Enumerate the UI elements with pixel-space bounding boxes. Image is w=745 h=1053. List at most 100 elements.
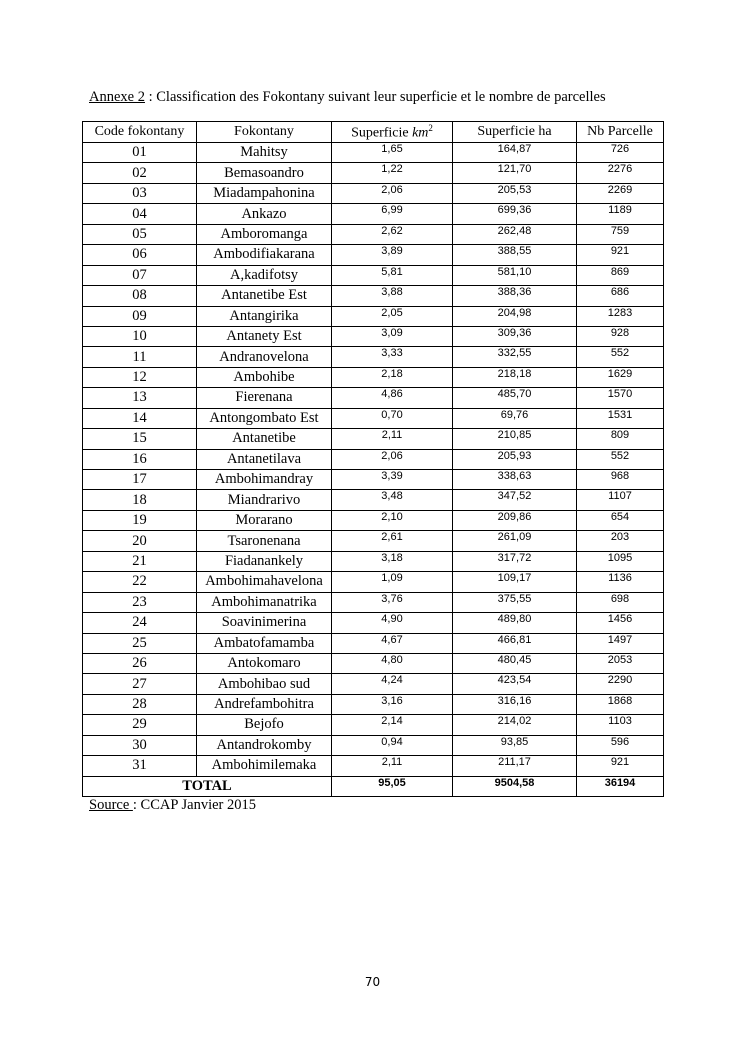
cell-name: Antokomaro bbox=[196, 652, 332, 675]
cell-ha: 205,93 bbox=[452, 448, 577, 471]
cell-code: 10 bbox=[82, 325, 197, 348]
header-code: Code fokontany bbox=[82, 121, 197, 143]
cell-ha: 466,81 bbox=[452, 632, 577, 654]
cell-ha: 309,36 bbox=[452, 325, 577, 348]
cell-parcels: 921 bbox=[576, 244, 664, 266]
table-row: 28 Andrefambohitra 3,16 316,16 1868 bbox=[82, 693, 664, 716]
cell-parcels: 552 bbox=[576, 346, 664, 368]
table-row: 24 Soavinimerina 4,90 489,80 1456 bbox=[82, 612, 664, 634]
cell-km: 3,39 bbox=[331, 468, 453, 491]
cell-ha: 338,63 bbox=[452, 468, 577, 491]
table-row: 31 Ambohimilemaka 2,11 211,17 921 bbox=[82, 755, 664, 777]
cell-ha: 214,02 bbox=[452, 714, 577, 736]
cell-parcels: 1497 bbox=[576, 632, 664, 654]
cell-code: 11 bbox=[82, 346, 197, 368]
cell-ha: 485,70 bbox=[452, 387, 577, 409]
table-row: 14 Antongombato Est 0,70 69,76 1531 bbox=[82, 407, 664, 430]
cell-km: 1,09 bbox=[331, 571, 453, 593]
table-row: 11 Andranovelona 3,33 332,55 552 bbox=[82, 346, 664, 368]
cell-parcels: 921 bbox=[576, 755, 664, 777]
cell-km: 2,61 bbox=[331, 530, 453, 552]
cell-ha: 218,18 bbox=[452, 366, 577, 389]
cell-ha: 204,98 bbox=[452, 305, 577, 327]
cell-name: Ambohimandray bbox=[196, 468, 332, 491]
cell-code: 07 bbox=[82, 264, 197, 287]
source-text: : CCAP Janvier 2015 bbox=[132, 797, 257, 813]
cell-parcels: 1629 bbox=[576, 366, 664, 389]
cell-km: 4,80 bbox=[331, 652, 453, 675]
cell-ha: 316,16 bbox=[452, 693, 577, 716]
cell-name: Antanetilava bbox=[196, 448, 332, 471]
cell-name: Andranovelona bbox=[196, 346, 332, 368]
cell-parcels: 759 bbox=[576, 223, 664, 246]
cell-parcels: 2276 bbox=[576, 162, 664, 184]
cell-name: Ambohibao sud bbox=[196, 673, 332, 695]
table-row: 15 Antanetibe 2,11 210,85 809 bbox=[82, 428, 664, 450]
table-row: 04 Ankazo 6,99 699,36 1189 bbox=[82, 203, 664, 225]
cell-parcels: 1868 bbox=[576, 693, 664, 716]
fokontany-table: Code fokontany Fokontany Superficie km2 … bbox=[82, 121, 664, 798]
cell-name: Antanetibe bbox=[196, 428, 332, 450]
table-row: 12 Ambohibe 2,18 218,18 1629 bbox=[82, 366, 664, 389]
cell-ha: 121,70 bbox=[452, 162, 577, 184]
cell-km: 2,11 bbox=[331, 428, 453, 450]
header-name: Fokontany bbox=[196, 121, 332, 143]
cell-ha: 109,17 bbox=[452, 571, 577, 593]
cell-ha: 211,17 bbox=[452, 755, 577, 777]
cell-name: Ankazo bbox=[196, 203, 332, 225]
cell-name: Miandrarivo bbox=[196, 489, 332, 511]
table-row: 22 Ambohimahavelona 1,09 109,17 1136 bbox=[82, 571, 664, 593]
cell-km: 3,16 bbox=[331, 693, 453, 716]
cell-km: 3,33 bbox=[331, 346, 453, 368]
cell-parcels: 596 bbox=[576, 734, 664, 757]
cell-parcels: 1136 bbox=[576, 571, 664, 593]
cell-parcels: 203 bbox=[576, 530, 664, 552]
cell-name: Antangirika bbox=[196, 305, 332, 327]
cell-ha: 480,45 bbox=[452, 652, 577, 675]
table-row: 02 Bemasoandro 1,22 121,70 2276 bbox=[82, 162, 664, 184]
header-ha: Superficie ha bbox=[452, 121, 577, 143]
cell-code: 08 bbox=[82, 285, 197, 307]
cell-parcels: 1531 bbox=[576, 407, 664, 430]
cell-km: 4,24 bbox=[331, 673, 453, 695]
cell-code: 12 bbox=[82, 366, 197, 389]
source-note: Source : CCAP Janvier 2015 bbox=[89, 797, 256, 814]
cell-code: 13 bbox=[82, 387, 197, 409]
table-row: 10 Antanety Est 3,09 309,36 928 bbox=[82, 325, 664, 348]
header-km-unit: km bbox=[412, 125, 429, 141]
cell-parcels: 869 bbox=[576, 264, 664, 287]
cell-code: 30 bbox=[82, 734, 197, 757]
cell-km: 3,18 bbox=[331, 550, 453, 573]
cell-km: 4,86 bbox=[331, 387, 453, 409]
cell-name: Bemasoandro bbox=[196, 162, 332, 184]
cell-name: Soavinimerina bbox=[196, 612, 332, 634]
cell-ha: 347,52 bbox=[452, 489, 577, 511]
cell-code: 23 bbox=[82, 591, 197, 614]
cell-ha: 69,76 bbox=[452, 407, 577, 430]
cell-code: 02 bbox=[82, 162, 197, 184]
cell-km: 0,70 bbox=[331, 407, 453, 430]
cell-name: A,kadifotsy bbox=[196, 264, 332, 287]
cell-code: 19 bbox=[82, 509, 197, 532]
table-row: 09 Antangirika 2,05 204,98 1283 bbox=[82, 305, 664, 327]
table-row: 26 Antokomaro 4,80 480,45 2053 bbox=[82, 652, 664, 675]
cell-code: 01 bbox=[82, 141, 197, 164]
cell-parcels: 1283 bbox=[576, 305, 664, 327]
cell-ha: 423,54 bbox=[452, 673, 577, 695]
table-row: 19 Morarano 2,10 209,86 654 bbox=[82, 509, 664, 532]
table-row: 06 Ambodifiakarana 3,89 388,55 921 bbox=[82, 244, 664, 266]
cell-parcels: 1189 bbox=[576, 203, 664, 225]
cell-km: 2,06 bbox=[331, 182, 453, 205]
cell-km: 0,94 bbox=[331, 734, 453, 757]
cell-km: 2,10 bbox=[331, 509, 453, 532]
cell-parcels: 1107 bbox=[576, 489, 664, 511]
cell-ha: 210,85 bbox=[452, 428, 577, 450]
cell-name: Mahitsy bbox=[196, 141, 332, 164]
total-km: 95,05 bbox=[331, 775, 453, 798]
cell-km: 2,62 bbox=[331, 223, 453, 246]
cell-name: Antanety Est bbox=[196, 325, 332, 348]
cell-code: 04 bbox=[82, 203, 197, 225]
cell-name: Ambohimilemaka bbox=[196, 755, 332, 777]
cell-name: Ambodifiakarana bbox=[196, 244, 332, 266]
cell-ha: 205,53 bbox=[452, 182, 577, 205]
